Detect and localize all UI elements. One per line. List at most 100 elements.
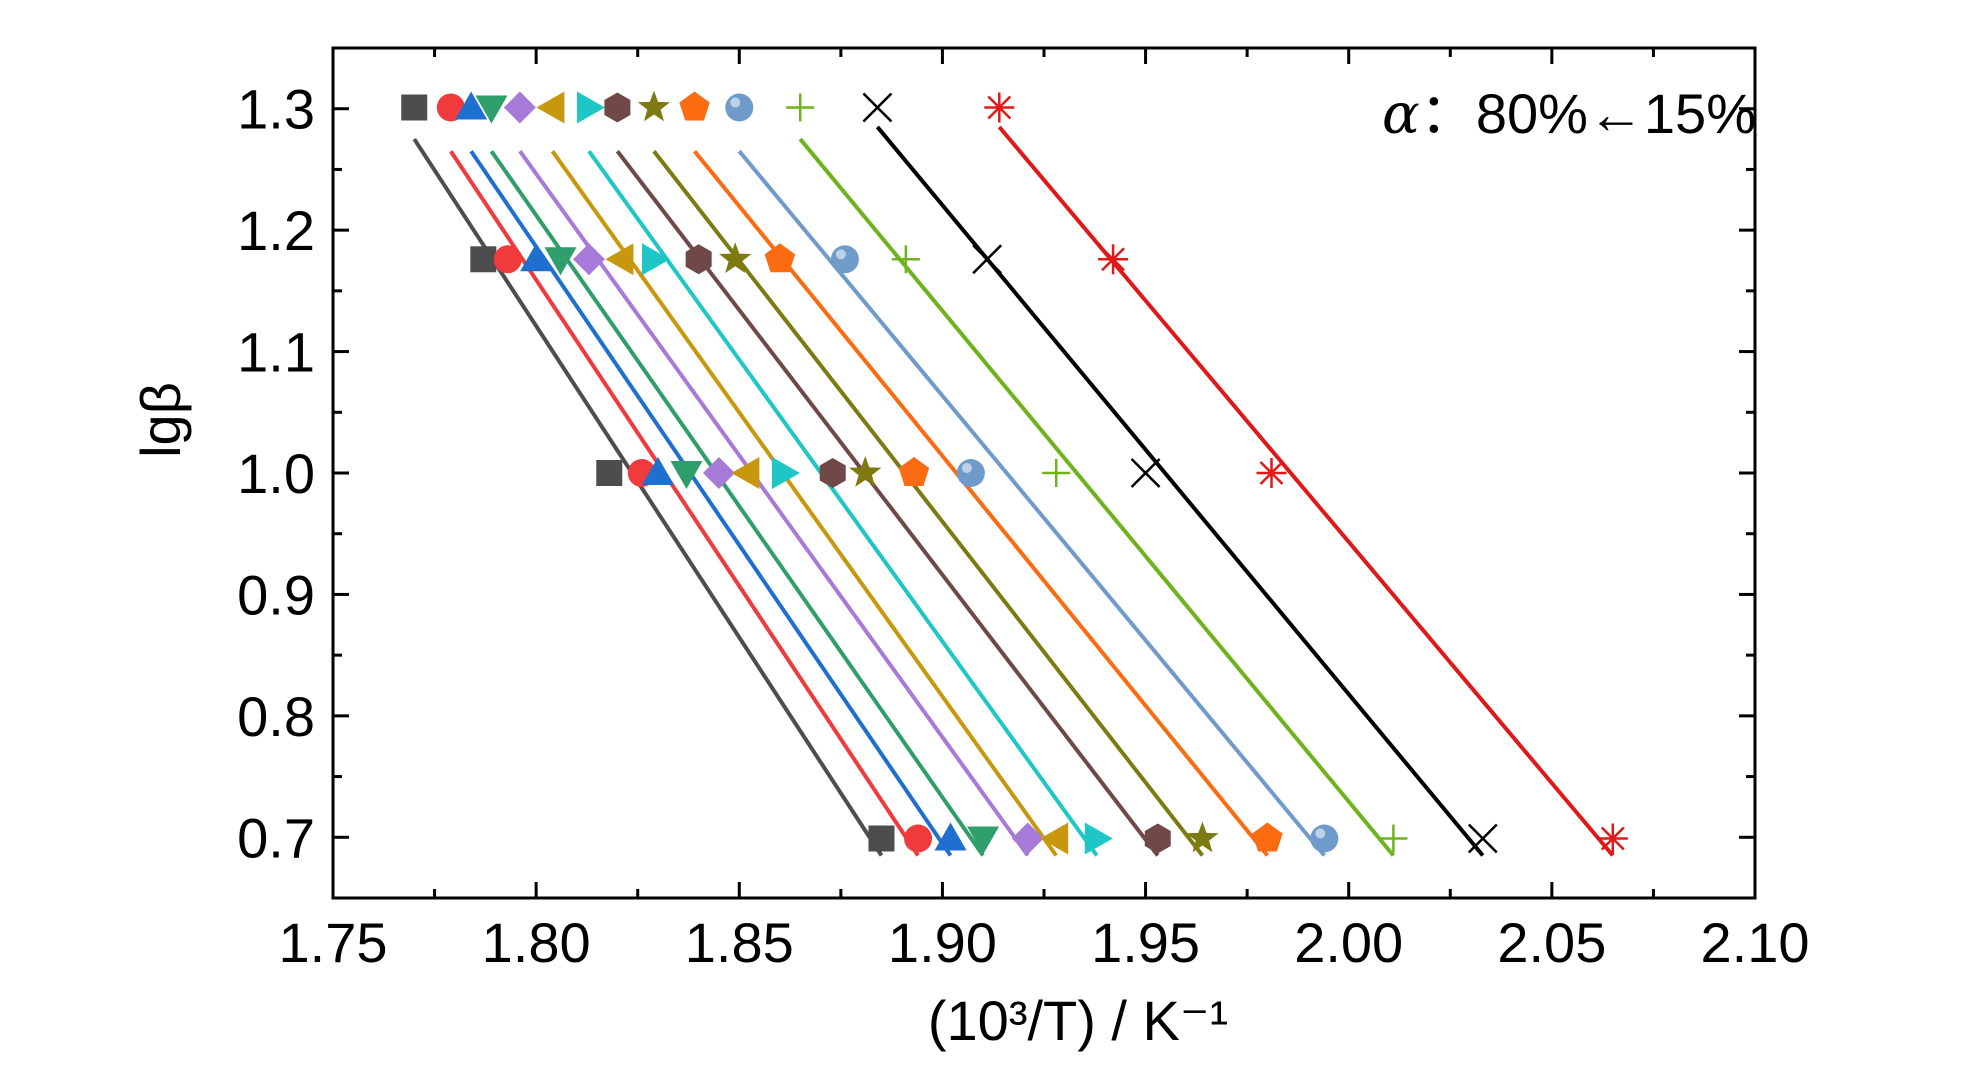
- marker-triangle-down: [475, 95, 508, 124]
- data-point: [641, 243, 670, 276]
- marker-cross: [862, 92, 893, 123]
- marker-triangle-left: [536, 91, 565, 124]
- marker-triangle-right: [771, 457, 800, 489]
- marker-triangle-up: [455, 91, 488, 120]
- data-point: [475, 95, 508, 124]
- data-point: [1130, 458, 1161, 488]
- marker-triangle-right: [641, 243, 670, 276]
- data-point: [1040, 822, 1069, 855]
- y-tick-label: 0.9: [237, 563, 315, 626]
- data-point: [596, 460, 623, 486]
- data-point: [967, 826, 1000, 855]
- marker-sphere-highlight: [961, 463, 972, 473]
- marker-hexagon: [685, 244, 712, 275]
- data-point: [1144, 823, 1171, 854]
- y-tick-label: 1.0: [237, 442, 315, 505]
- y-tick-label: 0.8: [237, 685, 315, 748]
- fit-line: [518, 150, 1030, 857]
- marker-triangle-down: [670, 461, 703, 489]
- data-point: [1084, 822, 1113, 855]
- marker-square: [401, 94, 428, 121]
- data-point: [536, 91, 565, 124]
- data-point: [719, 242, 752, 274]
- data-point: [725, 93, 754, 122]
- marker-cross: [1467, 823, 1498, 854]
- data-point: [984, 92, 1015, 123]
- data-point: [934, 822, 967, 851]
- data-point: [637, 90, 671, 122]
- x-tick-label: 1.95: [1091, 911, 1200, 974]
- data-point: [819, 458, 846, 488]
- marker-asterisk: [1259, 461, 1284, 485]
- marker-triangle-up: [642, 457, 675, 485]
- data-point: [493, 245, 522, 274]
- data-point: [520, 243, 553, 272]
- data-point: [849, 456, 882, 487]
- x-tick-label: 2.05: [1497, 911, 1606, 974]
- data-point: [1042, 459, 1071, 487]
- marker-triangle-left: [731, 457, 760, 489]
- fit-line: [737, 149, 1326, 857]
- marker-pentagon: [764, 243, 796, 273]
- marker-triangle-left: [605, 243, 634, 276]
- marker-sphere: [1310, 824, 1339, 853]
- tick-labels-group: 1.75 1.80 1.85 1.90 1.95 2.00 2.05 2.10 0.7 0.8 0.…: [237, 78, 1809, 974]
- fit-line: [875, 125, 1485, 857]
- data-point: [786, 93, 815, 122]
- y-tick-label: 1.2: [237, 199, 315, 262]
- marker-sphere-highlight: [1315, 828, 1326, 839]
- marker-triangle-right: [1084, 822, 1113, 855]
- x-tick-label: 2.10: [1701, 911, 1810, 974]
- marker-sphere: [956, 459, 985, 487]
- data-point: [771, 457, 800, 489]
- data-point: [1011, 822, 1044, 855]
- data-point: [1186, 821, 1219, 853]
- marker-square: [596, 460, 623, 486]
- marker-pentagon: [1252, 822, 1283, 852]
- fit-line: [550, 150, 1058, 857]
- data-point: [1597, 823, 1628, 854]
- x-tick-label: 1.90: [888, 911, 997, 974]
- marker-sphere: [725, 93, 754, 122]
- marker-cross: [1130, 458, 1161, 488]
- marker-star: [849, 456, 882, 487]
- data-point: [1256, 458, 1287, 488]
- data-point: [972, 244, 1003, 275]
- marker-asterisk: [1101, 247, 1125, 272]
- marker-asterisk: [987, 95, 1012, 120]
- data-point: [1467, 823, 1498, 854]
- data-point: [455, 91, 488, 120]
- marker-triangle-up: [934, 822, 967, 851]
- data-point: [956, 459, 985, 487]
- data-point: [1098, 244, 1129, 275]
- x-tick-label: 1.85: [685, 911, 794, 974]
- marker-hexagon: [819, 458, 846, 488]
- data-point: [401, 94, 428, 121]
- data-point: [436, 93, 465, 122]
- data-point: [572, 243, 605, 276]
- data-point: [604, 92, 631, 123]
- data-point: [605, 243, 634, 276]
- data-point: [1379, 824, 1408, 853]
- marker-diamond: [503, 91, 536, 124]
- marker-diamond: [1011, 822, 1044, 855]
- x-tick-label: 1.75: [279, 911, 388, 974]
- y-tick-label: 1.3: [237, 78, 315, 141]
- fit-line: [489, 150, 985, 857]
- data-point: [642, 457, 675, 485]
- marker-triangle-right: [576, 91, 605, 124]
- data-point: [670, 461, 703, 489]
- marker-diamond: [572, 243, 605, 276]
- data-point: [764, 243, 796, 273]
- data-points-group: [401, 90, 1628, 855]
- marker-hexagon: [1144, 823, 1171, 854]
- marker-square: [868, 825, 895, 852]
- data-point: [904, 824, 933, 853]
- marker-star: [719, 242, 752, 274]
- marker-square: [470, 246, 497, 273]
- data-point: [862, 92, 893, 123]
- annotation-text: ：80%←15%: [1420, 82, 1756, 145]
- plot-frame-group: [331, 46, 1757, 900]
